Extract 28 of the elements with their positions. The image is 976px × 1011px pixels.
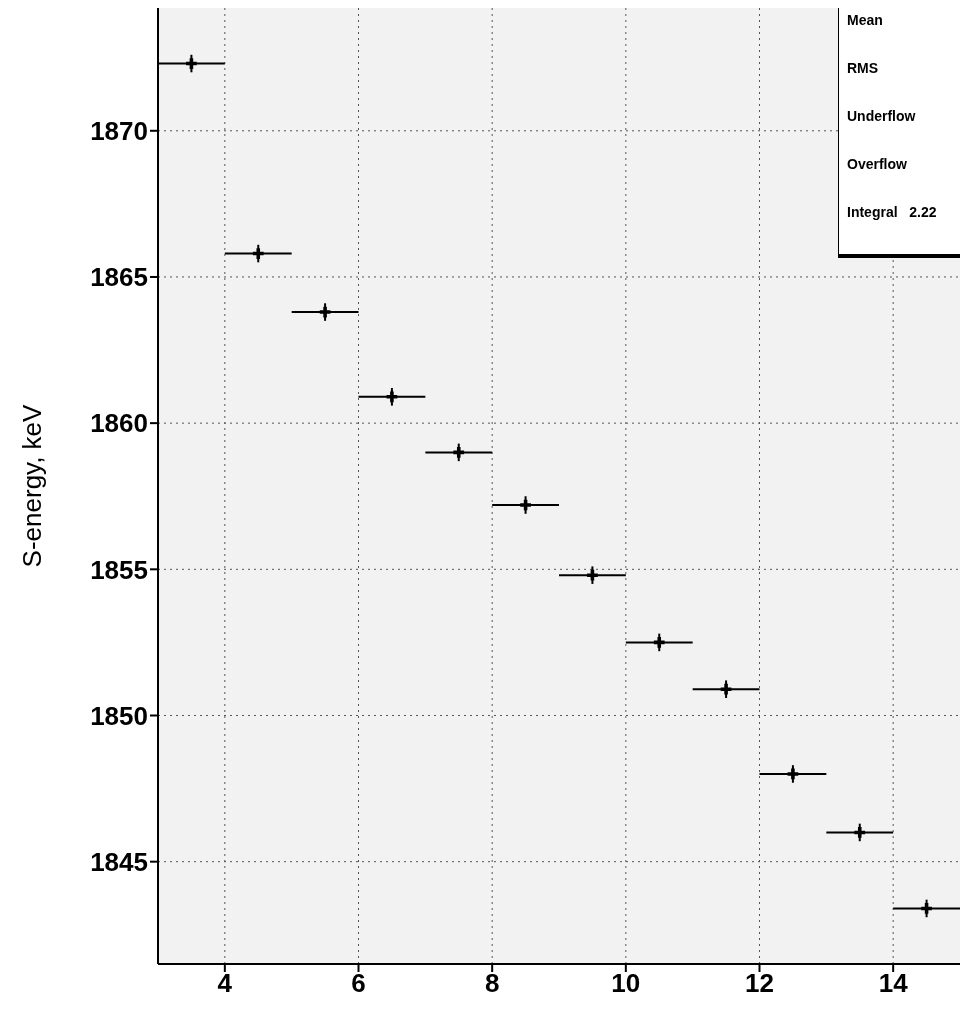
x-tick-label: 14	[878, 968, 909, 999]
point	[653, 637, 665, 648]
annotation: RMS	[847, 59, 880, 78]
y-tick-label: 1850	[90, 700, 148, 731]
x-tick-label: 10	[611, 968, 641, 999]
annotation: Integral 2.22	[847, 203, 938, 222]
point	[386, 391, 398, 403]
y-tick-label: 1860	[90, 408, 148, 439]
y-tick-label: 1870	[90, 116, 148, 147]
point	[520, 499, 531, 511]
point	[319, 306, 331, 318]
point	[587, 569, 598, 581]
annotation: Underflow	[847, 107, 917, 126]
point	[453, 447, 465, 458]
point	[252, 248, 264, 259]
x-tick-label: 12	[745, 968, 774, 999]
y-tick-label: 1865	[90, 262, 148, 293]
annotation: Overflow	[847, 155, 908, 174]
y-tick-label: 1855	[90, 554, 148, 585]
point	[787, 768, 799, 780]
point	[854, 827, 866, 838]
annotation: Mean	[847, 11, 884, 30]
x-tick-label: 6	[351, 968, 366, 999]
y-axis-title: S-energy, keV	[17, 403, 48, 568]
x-tick-label: 4	[217, 968, 233, 999]
point	[720, 683, 732, 695]
y-tick-label: 1845	[90, 846, 148, 877]
x-tick-label: 8	[484, 968, 500, 999]
